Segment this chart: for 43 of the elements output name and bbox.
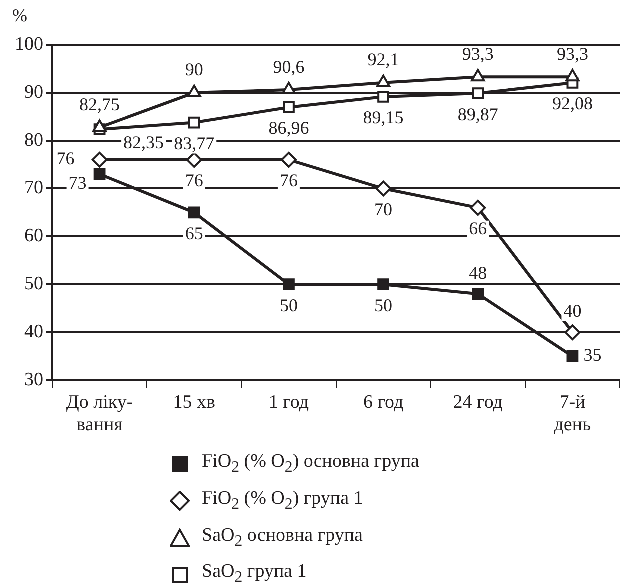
data-label: 40: [564, 301, 582, 322]
y-tick-label: 70: [24, 178, 44, 199]
x-tick-label: 1 год: [268, 392, 310, 413]
data-label: 70: [374, 199, 393, 220]
data-label: 89,15: [363, 108, 404, 128]
data-label: 83,77: [174, 134, 215, 154]
data-label: 66: [469, 218, 488, 239]
y-tick-label: 50: [24, 274, 44, 295]
y-tick-label: 30: [24, 369, 44, 390]
data-label: 73: [68, 173, 87, 194]
x-tick-label: 7-й день: [554, 392, 592, 436]
legend-label: SaO$_{2}$ основна група: [202, 524, 363, 552]
data-label: 76: [56, 148, 75, 169]
data-label: 90: [185, 60, 204, 80]
data-label: 93,3: [462, 44, 494, 64]
y-tick-label: 40: [24, 321, 44, 342]
data-label: 82,75: [80, 94, 120, 114]
data-label: 65: [185, 223, 204, 244]
data-label: 50: [374, 295, 393, 316]
data-label: 86,96: [268, 118, 310, 138]
legend-label: FiO$_{2}$ (% O$_{2}$) група 1: [202, 486, 364, 515]
x-tick-label: 6 год: [363, 392, 404, 413]
data-label: 35: [584, 345, 602, 366]
y-tick-label: 80: [24, 130, 44, 151]
legend-label: SaO$_{2}$ група 1: [202, 560, 307, 583]
data-label: 82,35: [124, 132, 164, 152]
y-tick-label: 90: [24, 82, 44, 103]
data-label: 92,08: [552, 94, 593, 114]
data-label: 90,6: [273, 56, 305, 77]
data-label: 76: [185, 170, 204, 191]
y-axis-title: %: [12, 6, 28, 26]
data-label: 92,1: [368, 50, 400, 70]
data-label: 50: [280, 295, 298, 316]
legend-label: FiO$_{2}$ (% O$_{2}$) основна група: [202, 450, 420, 478]
data-label: 89,87: [458, 104, 498, 124]
x-tick-label: До ліку- вання: [66, 392, 134, 436]
data-label: 48: [469, 262, 488, 283]
data-label: 93,3: [556, 44, 588, 64]
data-label: 76: [280, 170, 298, 191]
y-tick-label: 60: [24, 226, 44, 247]
y-tick-label: 100: [15, 34, 44, 55]
x-tick-label: 24 год: [453, 392, 504, 413]
x-tick-label: 15 хв: [173, 392, 216, 413]
